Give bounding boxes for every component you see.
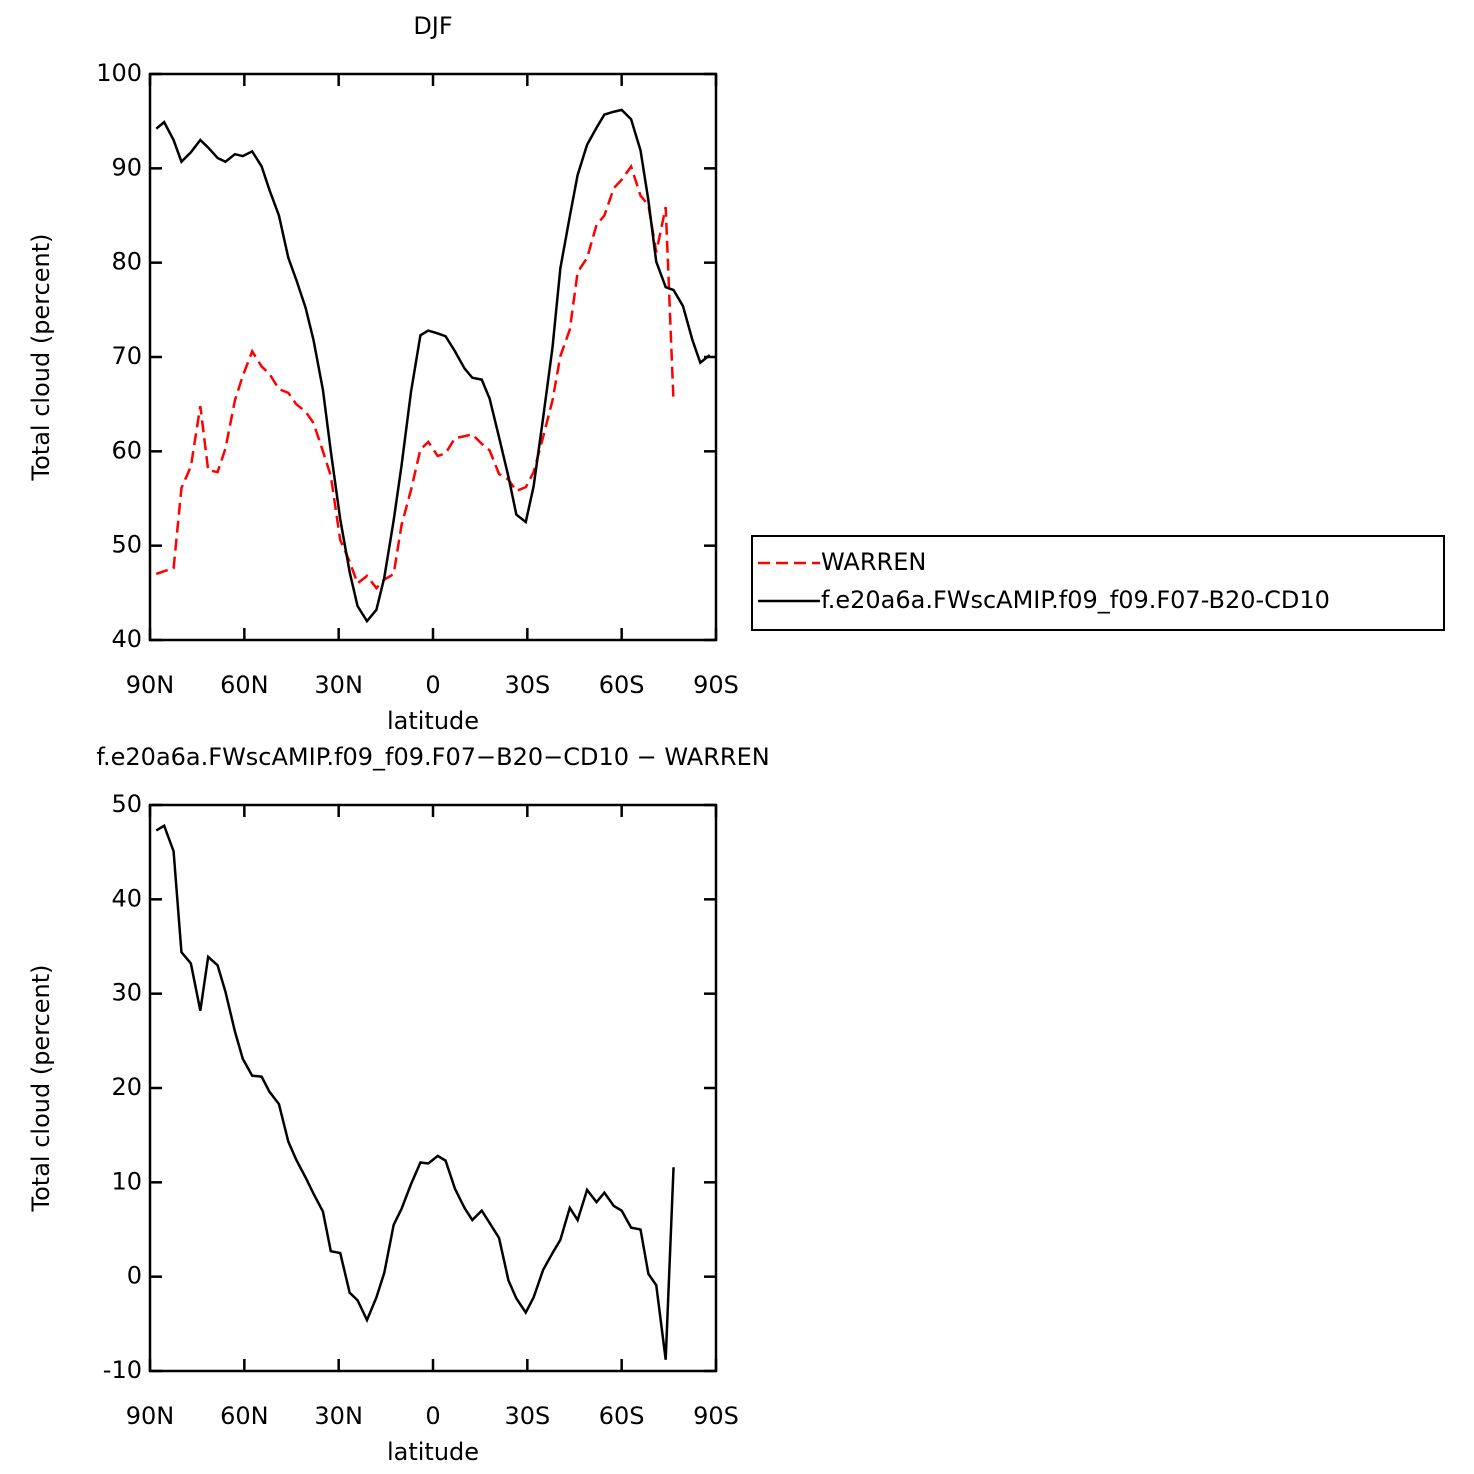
- x-tick-label: 90N: [126, 1402, 175, 1430]
- chart-title: DJF: [413, 12, 452, 40]
- y-tick-label: 50: [111, 790, 142, 818]
- x-tick-label: 90S: [693, 1402, 739, 1430]
- x-tick-label: 30N: [314, 1402, 363, 1430]
- x-tick-label: 60S: [599, 1402, 645, 1430]
- y-tick-label: 10: [111, 1167, 142, 1195]
- legend-label: WARREN: [821, 548, 926, 576]
- y-tick-label: 100: [96, 59, 142, 87]
- x-tick-label: 0: [425, 1402, 440, 1430]
- x-tick-label: 60N: [220, 1402, 269, 1430]
- y-tick-label: 40: [111, 884, 142, 912]
- line-series: [155, 108, 711, 624]
- line-series: [155, 823, 675, 1360]
- x-axis-label: latitude: [387, 1438, 479, 1466]
- plot-frame: [148, 803, 718, 1373]
- y-tick-label: 0: [127, 1262, 142, 1290]
- y-tick-label: 50: [111, 531, 142, 559]
- y-tick-label: 80: [111, 248, 142, 276]
- legend-label: f.e20a6a.FWscAMIP.f09_f09.F07-B20-CD10: [821, 586, 1330, 614]
- y-tick-label: 60: [111, 436, 142, 464]
- y-tick-label: 30: [111, 979, 142, 1007]
- x-tick-label: 60S: [599, 671, 645, 699]
- y-tick-label: 20: [111, 1073, 142, 1101]
- y-tick-label: -10: [103, 1356, 142, 1384]
- x-tick-label: 90S: [693, 671, 739, 699]
- x-tick-label: 60N: [220, 671, 269, 699]
- x-tick-label: 90N: [126, 671, 175, 699]
- chart-title: f.e20a6a.FWscAMIP.f09_f09.F07−B20−CD10 −…: [96, 743, 769, 771]
- line-series: [155, 163, 675, 591]
- x-axis-label: latitude: [387, 707, 479, 735]
- x-tick-label: 30N: [314, 671, 363, 699]
- y-tick-label: 40: [111, 625, 142, 653]
- plot-frame: [148, 72, 718, 642]
- y-tick-label: 70: [111, 342, 142, 370]
- y-axis-label: Total cloud (percent): [27, 965, 55, 1213]
- x-tick-label: 30S: [504, 671, 550, 699]
- x-tick-label: 0: [425, 671, 440, 699]
- y-axis-label: Total cloud (percent): [27, 234, 55, 482]
- x-tick-label: 30S: [504, 1402, 550, 1430]
- y-tick-label: 90: [111, 153, 142, 181]
- legend-box: [751, 535, 1445, 631]
